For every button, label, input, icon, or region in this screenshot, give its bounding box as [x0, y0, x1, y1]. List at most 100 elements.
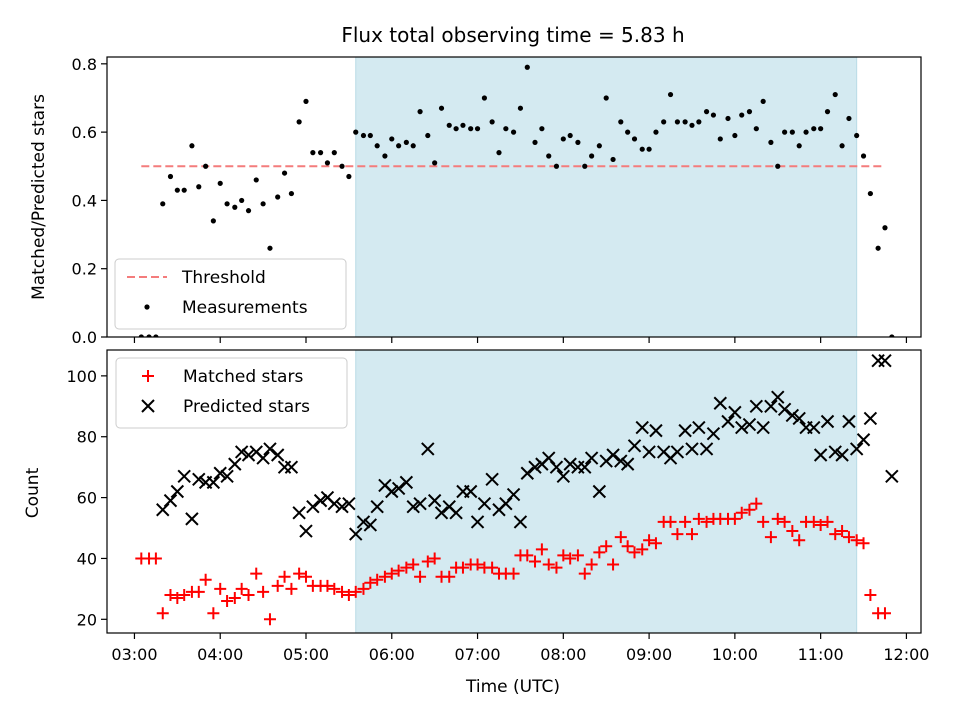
measurements-point: [353, 129, 359, 135]
matched-stars-point: [192, 585, 205, 598]
predicted-stars-point: [406, 500, 420, 514]
measurements-point: [618, 119, 624, 125]
measurements-point: [782, 129, 788, 135]
predicted-stars-point: [513, 515, 528, 529]
matched-stars-point: [529, 555, 542, 568]
predicted-stars-point: [728, 405, 742, 420]
predicted-stars-point: [749, 399, 764, 414]
predicted-stars-point: [413, 496, 427, 511]
top-legend: Threshold Measurements: [114, 258, 347, 330]
measurements-point: [717, 136, 723, 142]
measurements-point: [739, 112, 745, 118]
predicted-stars-point: [563, 457, 577, 471]
matched-stars-point: [336, 585, 349, 598]
matched-stars-point: [757, 515, 770, 528]
measurements-point: [725, 115, 731, 122]
measurements-point: [317, 150, 324, 156]
matched-stars-point: [535, 543, 548, 556]
top-panel: 0.00.20.40.60.8 Matched/Predicted stars …: [29, 55, 922, 347]
measurements-point: [496, 150, 502, 156]
predicted-stars-point: [584, 451, 599, 465]
measurements-point: [296, 119, 302, 125]
matched-stars-point: [421, 555, 434, 568]
predicted-stars-point: [578, 460, 592, 474]
predicted-stars-point: [391, 481, 406, 496]
measurements-point: [567, 132, 573, 139]
measurements-point: [710, 112, 717, 118]
matched-stars-point: [557, 549, 570, 562]
matched-stars-point: [400, 561, 413, 574]
matched-stars-point: [621, 540, 634, 553]
predicted-stars-point: [692, 420, 706, 435]
measurements-point: [560, 136, 566, 142]
matched-stars-point: [771, 512, 784, 525]
measurements-point: [245, 208, 252, 214]
measurements-point: [331, 150, 337, 156]
measurements-point: [824, 109, 831, 115]
matched-stars-point: [328, 582, 341, 595]
predicted-stars-point: [427, 493, 442, 508]
matched-stars-point: [750, 497, 763, 510]
matched-stars-point: [156, 607, 169, 620]
matched-stars-point: [271, 579, 284, 592]
predicted-stars-point: [606, 448, 620, 462]
measurements-legend-marker: [144, 304, 150, 310]
measurements-point: [360, 132, 367, 139]
top-y-tick-label: 0.6: [72, 123, 97, 142]
bottom-legend-box: [115, 357, 348, 429]
predicted-stars-point: [792, 411, 806, 426]
matched-stars-point: [857, 537, 870, 550]
matched-stars-point: [486, 561, 499, 574]
matched-stars-point: [679, 515, 692, 528]
predicted-stars-point: [485, 472, 499, 487]
measurements-point: [539, 126, 545, 132]
measurements-point: [860, 153, 867, 159]
matched-stars-point: [456, 561, 469, 574]
bot-y-tick-label: 20: [77, 610, 97, 629]
chart-title: Flux total observing time = 5.83 h: [341, 23, 684, 47]
matched-stars-point: [836, 525, 849, 538]
matched-stars-point: [428, 552, 441, 565]
measurements-point: [267, 245, 273, 251]
matched-stars-point: [407, 558, 420, 571]
bottom-plot-area: [135, 350, 899, 633]
matched-stars-point: [814, 518, 827, 531]
measurements-point: [796, 143, 802, 149]
bottom-panel: 20 40 60 80 100 03:00 04:00 05:00 06:00 07:00 08:0…: [23, 349, 929, 697]
measurements-point: [553, 163, 560, 169]
matched-stars-point: [585, 558, 598, 571]
measurements-point: [438, 105, 445, 111]
matched-stars-legend-label: Matched stars: [183, 367, 303, 387]
predicted-stars-point: [885, 469, 899, 483]
top-marks: [138, 57, 895, 337]
matched-stars-point: [385, 567, 398, 580]
measurements-point: [425, 132, 431, 139]
bot-x-tick-label: 06:00: [369, 645, 415, 664]
matched-stars-point: [342, 588, 355, 601]
bot-x-tick-label: 07:00: [454, 645, 500, 664]
bot-observing-window: [355, 350, 858, 633]
predicted-stars-point: [627, 439, 642, 453]
measurements-point: [138, 334, 144, 337]
measurements-point: [854, 132, 860, 139]
matched-stars-point: [321, 579, 334, 592]
predicted-stars-point: [871, 353, 885, 368]
matched-stars-point: [728, 512, 741, 525]
threshold-legend-label: Threshold: [181, 268, 266, 288]
matched-stars-point: [807, 515, 820, 528]
predicted-stars-point: [477, 496, 492, 511]
measurements-point: [832, 91, 838, 98]
matched-stars-point: [235, 582, 248, 595]
matched-stars-point: [299, 570, 312, 583]
predicted-stars-point: [549, 460, 564, 474]
predicted-stars-point: [192, 472, 206, 487]
measurements-point: [288, 190, 295, 197]
measurements-point: [653, 129, 659, 135]
predicted-stars-legend-marker: [141, 399, 155, 413]
measurements-point: [732, 132, 738, 139]
predicted-stars-point: [835, 448, 849, 462]
predicted-stars-point: [277, 460, 292, 474]
measurements-point: [639, 146, 645, 152]
matched-stars-point: [842, 531, 855, 544]
